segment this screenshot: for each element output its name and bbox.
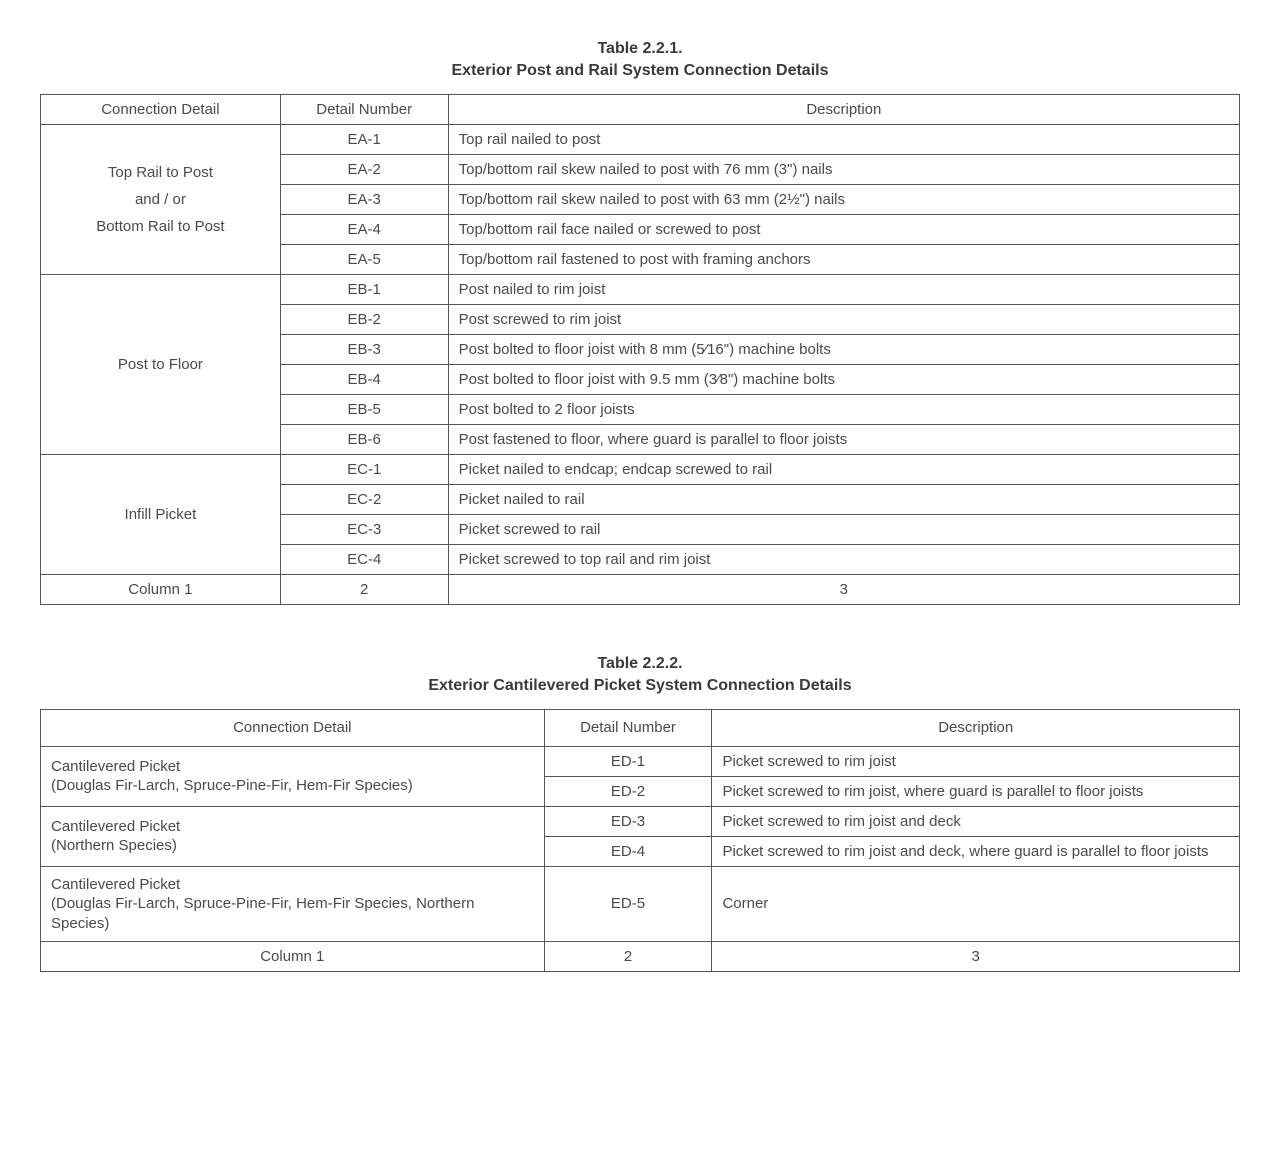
detail-number-cell: EB-6 bbox=[280, 425, 448, 455]
detail-number-cell: EB-1 bbox=[280, 275, 448, 305]
connection-detail-cell: Infill Picket bbox=[41, 455, 281, 575]
description-cell: Post screwed to rim joist bbox=[448, 305, 1239, 335]
table1-header-detail: Detail Number bbox=[280, 95, 448, 125]
detail-number-cell: EB-5 bbox=[280, 395, 448, 425]
detail-number-cell: EA-3 bbox=[280, 185, 448, 215]
detail-number-cell: EB-2 bbox=[280, 305, 448, 335]
table2-header-conn: Connection Detail bbox=[41, 710, 545, 747]
connection-detail-cell: Cantilevered Picket(Douglas Fir-Larch, S… bbox=[41, 746, 545, 806]
footer-cell: Column 1 bbox=[41, 575, 281, 605]
detail-number-cell: EC-4 bbox=[280, 545, 448, 575]
detail-number-cell: EB-3 bbox=[280, 335, 448, 365]
table1-subtitle: Exterior Post and Rail System Connection… bbox=[40, 62, 1240, 80]
description-cell: Picket screwed to rail bbox=[448, 515, 1239, 545]
description-cell: Post bolted to 2 floor joists bbox=[448, 395, 1239, 425]
description-cell: Picket screwed to top rail and rim joist bbox=[448, 545, 1239, 575]
table-row: Cantilevered Picket(Northern Species)ED-… bbox=[41, 806, 1240, 836]
table2-title: Table 2.2.2. bbox=[40, 655, 1240, 673]
detail-number-cell: EC-2 bbox=[280, 485, 448, 515]
connection-detail-cell: Cantilevered Picket(Douglas Fir-Larch, S… bbox=[41, 866, 545, 942]
table2-subtitle: Exterior Cantilevered Picket System Conn… bbox=[40, 677, 1240, 695]
description-cell: Top/bottom rail skew nailed to post with… bbox=[448, 155, 1239, 185]
table-row: Infill PicketEC-1Picket nailed to endcap… bbox=[41, 455, 1240, 485]
table1-header-desc: Description bbox=[448, 95, 1239, 125]
detail-number-cell: EA-4 bbox=[280, 215, 448, 245]
description-cell: Picket screwed to rim joist, where guard… bbox=[712, 776, 1240, 806]
description-cell: Top rail nailed to post bbox=[448, 125, 1239, 155]
table1: Connection Detail Detail Number Descript… bbox=[40, 94, 1240, 605]
table2-header-desc: Description bbox=[712, 710, 1240, 747]
description-cell: Picket nailed to rail bbox=[448, 485, 1239, 515]
detail-number-cell: EA-2 bbox=[280, 155, 448, 185]
detail-number-cell: EA-1 bbox=[280, 125, 448, 155]
table2-footer-row: Column 123 bbox=[41, 942, 1240, 972]
connection-detail-cell: Top Rail to Postand / orBottom Rail to P… bbox=[41, 125, 281, 275]
detail-number-cell: EC-1 bbox=[280, 455, 448, 485]
description-cell: Top/bottom rail fastened to post with fr… bbox=[448, 245, 1239, 275]
table-row: Post to FloorEB-1Post nailed to rim jois… bbox=[41, 275, 1240, 305]
description-cell: Picket nailed to endcap; endcap screwed … bbox=[448, 455, 1239, 485]
table2-header-row: Connection Detail Detail Number Descript… bbox=[41, 710, 1240, 747]
description-cell: Corner bbox=[712, 866, 1240, 942]
footer-cell: Column 1 bbox=[41, 942, 545, 972]
detail-number-cell: ED-5 bbox=[544, 866, 712, 942]
table1-header-conn: Connection Detail bbox=[41, 95, 281, 125]
footer-cell: 3 bbox=[712, 942, 1240, 972]
table1-header-row: Connection Detail Detail Number Descript… bbox=[41, 95, 1240, 125]
footer-cell: 2 bbox=[544, 942, 712, 972]
detail-number-cell: ED-3 bbox=[544, 806, 712, 836]
description-cell: Picket screwed to rim joist bbox=[712, 746, 1240, 776]
table1-footer-row: Column 123 bbox=[41, 575, 1240, 605]
description-cell: Post nailed to rim joist bbox=[448, 275, 1239, 305]
table2: Connection Detail Detail Number Descript… bbox=[40, 709, 1240, 972]
detail-number-cell: ED-1 bbox=[544, 746, 712, 776]
footer-cell: 3 bbox=[448, 575, 1239, 605]
description-cell: Post fastened to floor, where guard is p… bbox=[448, 425, 1239, 455]
footer-cell: 2 bbox=[280, 575, 448, 605]
detail-number-cell: ED-2 bbox=[544, 776, 712, 806]
connection-detail-cell: Cantilevered Picket(Northern Species) bbox=[41, 806, 545, 866]
description-cell: Post bolted to floor joist with 9.5 mm (… bbox=[448, 365, 1239, 395]
table1-title: Table 2.2.1. bbox=[40, 40, 1240, 58]
table-row: Top Rail to Postand / orBottom Rail to P… bbox=[41, 125, 1240, 155]
description-cell: Post bolted to floor joist with 8 mm (5⁄… bbox=[448, 335, 1239, 365]
detail-number-cell: ED-4 bbox=[544, 836, 712, 866]
detail-number-cell: EC-3 bbox=[280, 515, 448, 545]
detail-number-cell: EA-5 bbox=[280, 245, 448, 275]
connection-detail-cell: Post to Floor bbox=[41, 275, 281, 455]
description-cell: Picket screwed to rim joist and deck, wh… bbox=[712, 836, 1240, 866]
table-row: Cantilevered Picket(Douglas Fir-Larch, S… bbox=[41, 746, 1240, 776]
description-cell: Top/bottom rail face nailed or screwed t… bbox=[448, 215, 1239, 245]
detail-number-cell: EB-4 bbox=[280, 365, 448, 395]
table2-header-detail: Detail Number bbox=[544, 710, 712, 747]
table-row: Cantilevered Picket(Douglas Fir-Larch, S… bbox=[41, 866, 1240, 942]
description-cell: Top/bottom rail skew nailed to post with… bbox=[448, 185, 1239, 215]
description-cell: Picket screwed to rim joist and deck bbox=[712, 806, 1240, 836]
